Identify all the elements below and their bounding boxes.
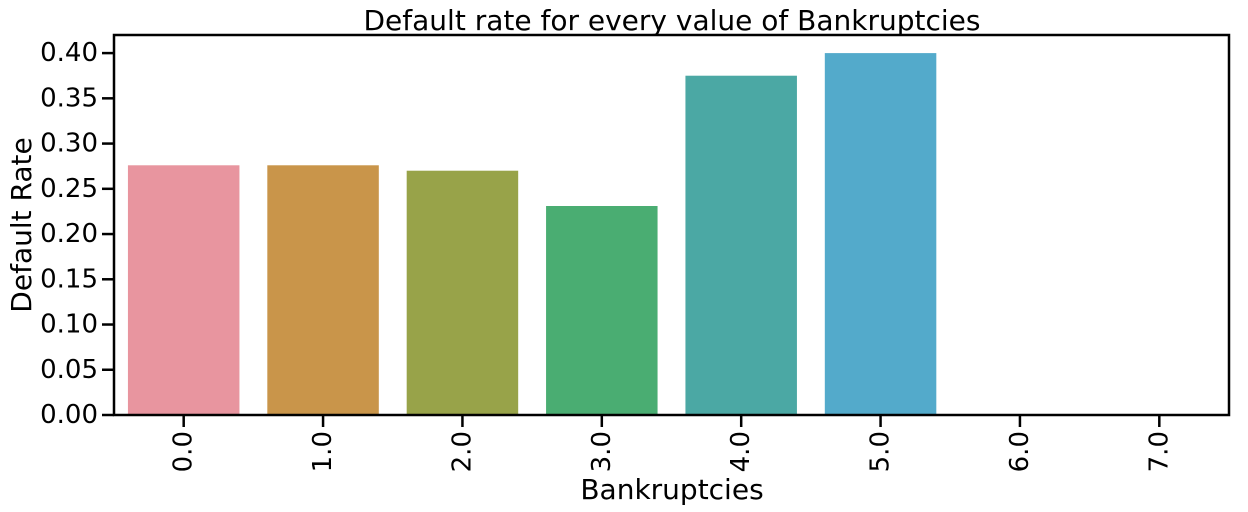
bar-1.0	[267, 165, 379, 415]
y-tick-label: 0.35	[40, 83, 98, 113]
x-tick-label: 7.0	[1144, 431, 1174, 472]
plot-frame	[112, 33, 1231, 417]
bars-group	[127, 53, 937, 416]
x-tick-label: 2.0	[447, 431, 477, 472]
y-tick-label: 0.00	[40, 400, 98, 430]
y-tick-label: 0.30	[40, 129, 98, 159]
y-axis: 0.00 0.05 0.10 0.15 0.20 0.25 0.30 0.35 0.40	[40, 38, 114, 430]
y-tick-label: 0.05	[40, 355, 98, 385]
y-tick-label: 0.25	[40, 174, 98, 204]
y-axis-label: Default Rate	[5, 137, 38, 312]
y-tick-label: 0.20	[40, 219, 98, 249]
y-tick-label: 0.15	[40, 264, 98, 294]
x-tick-label: 5.0	[866, 431, 896, 472]
y-tick-label: 0.40	[40, 38, 98, 68]
x-tick-label: 6.0	[1005, 431, 1035, 472]
bar-4.0	[685, 75, 797, 416]
bar-0.0	[127, 165, 240, 415]
chart-title: Default rate for every value of Bankrupt…	[364, 4, 981, 37]
x-tick-label: 0.0	[169, 431, 199, 472]
bar-5.0	[824, 53, 937, 415]
x-tick-label: 4.0	[726, 431, 756, 472]
x-tick-label: 1.0	[308, 431, 338, 472]
bar-3.0	[546, 206, 658, 415]
x-axis-label: Bankruptcies	[580, 473, 763, 506]
y-tick-label: 0.10	[40, 310, 98, 340]
x-axis: 0.0 1.0 2.0 3.0 4.0 5.0 6.0 7.0	[169, 415, 1174, 472]
x-tick-label: 3.0	[587, 431, 617, 472]
bar-2.0	[406, 170, 519, 415]
